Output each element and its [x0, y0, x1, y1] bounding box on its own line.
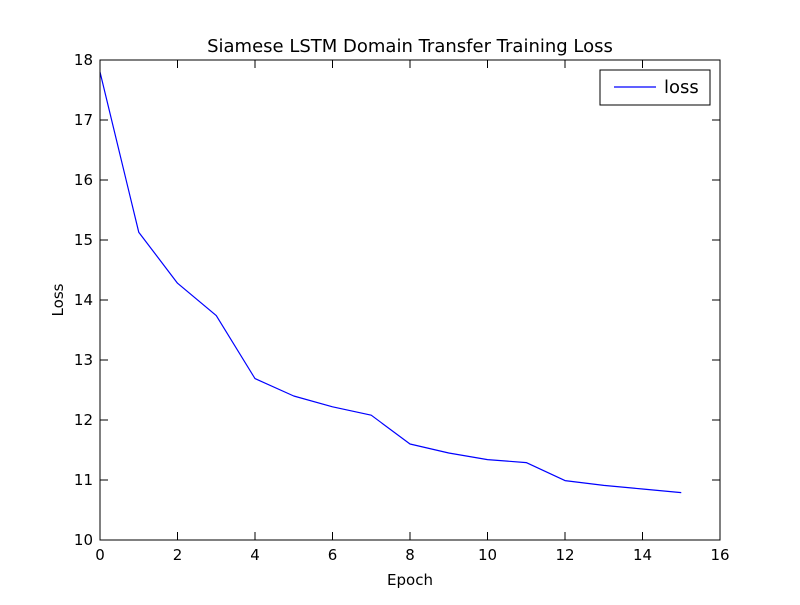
y-tick-label: 13 — [74, 351, 93, 369]
x-tick-label: 16 — [710, 546, 729, 564]
plot-area — [100, 72, 681, 493]
x-axis-label: Epoch — [387, 571, 433, 589]
y-tick-label: 12 — [74, 411, 93, 429]
x-tick-label: 10 — [478, 546, 497, 564]
y-tick-label: 14 — [74, 291, 93, 309]
x-tick-label: 4 — [250, 546, 260, 564]
chart-title: Siamese LSTM Domain Transfer Training Lo… — [207, 36, 613, 57]
x-tick-label: 2 — [173, 546, 183, 564]
x-tick-label: 0 — [95, 546, 105, 564]
legend-label-loss: loss — [664, 77, 699, 98]
x-tick-label: 8 — [405, 546, 415, 564]
series-line-loss — [100, 72, 681, 493]
y-tick-label: 11 — [74, 471, 93, 489]
legend: loss — [600, 70, 710, 105]
x-tick-label: 14 — [633, 546, 652, 564]
y-tick-label: 17 — [74, 111, 93, 129]
x-tick-label: 12 — [555, 546, 574, 564]
y-axis-label: Loss — [49, 283, 67, 316]
y-axis: 10 11 12 13 14 15 16 17 18 — [74, 51, 720, 549]
plot-frame — [100, 60, 720, 540]
y-tick-label: 16 — [74, 171, 93, 189]
x-tick-label: 6 — [328, 546, 338, 564]
y-tick-label: 18 — [74, 51, 93, 69]
y-tick-label: 15 — [74, 231, 93, 249]
y-tick-label: 10 — [74, 531, 93, 549]
